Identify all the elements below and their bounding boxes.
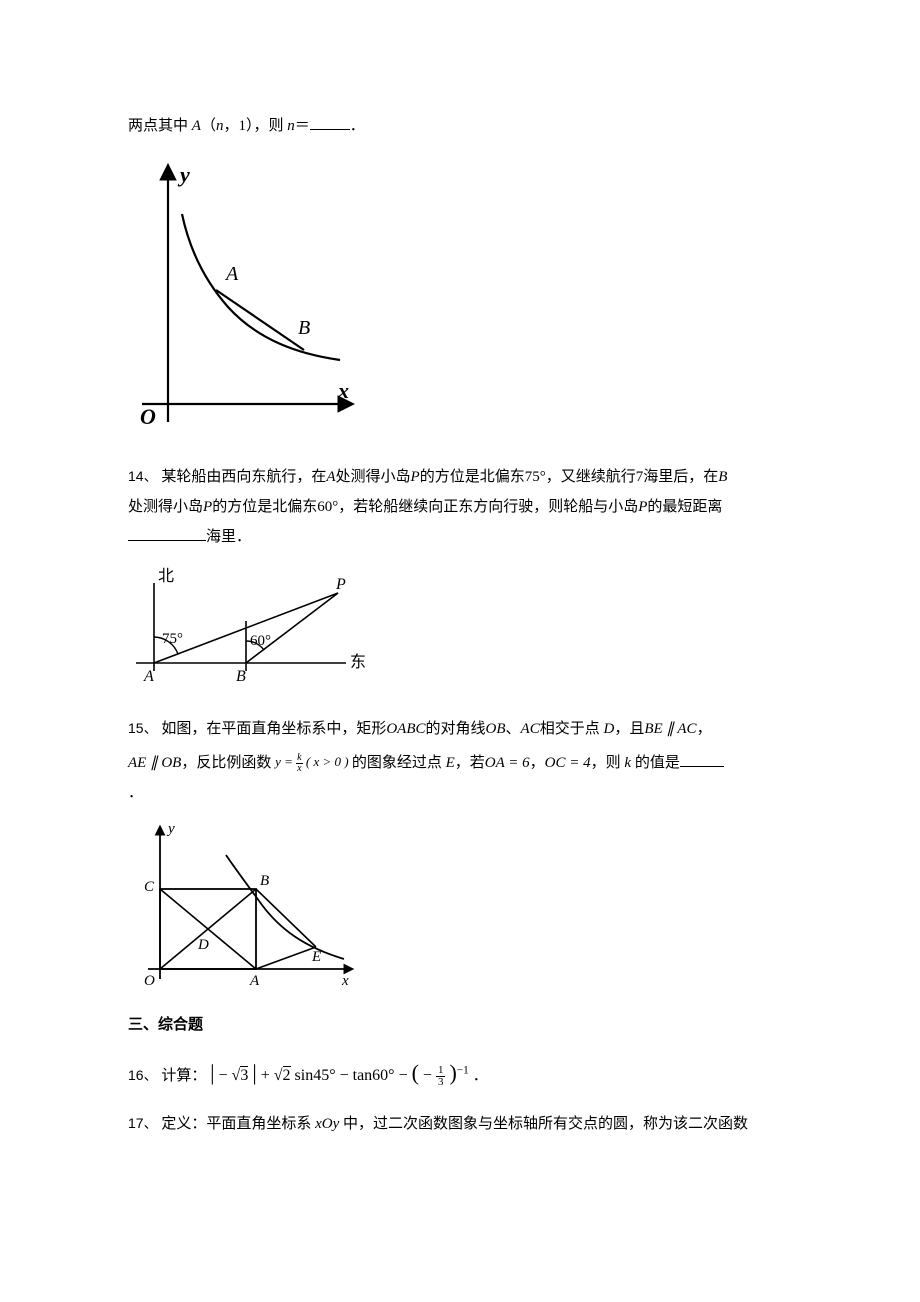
- svg-text:E: E: [311, 949, 321, 965]
- q14-l2a: 处测得小岛: [128, 499, 203, 515]
- q15-l1a: 如图，在平面直角坐标系中，矩形: [161, 721, 386, 737]
- q15-OABC: OABC: [386, 721, 425, 737]
- svg-text:A: A: [249, 973, 260, 989]
- q15-period: ．: [128, 785, 143, 801]
- q16-line: 16、 计算： | − √3 | + √2 sin45° − tan60° − …: [128, 1055, 792, 1090]
- q17-number: 17、: [128, 1115, 158, 1131]
- svg-text:x: x: [341, 973, 349, 989]
- svg-text:东: 东: [350, 653, 366, 671]
- svg-text:P: P: [335, 576, 346, 593]
- q15-blank: [680, 752, 724, 767]
- q14-l1b: 处测得小岛: [336, 469, 411, 485]
- svg-text:B: B: [260, 873, 269, 889]
- q14-l2c: ，若轮船继续向正东方向行驶，则轮船与小岛: [338, 499, 638, 515]
- q14-A: A: [326, 469, 335, 485]
- svg-text:北: 北: [158, 567, 174, 585]
- q13-figure: y x O A B: [128, 152, 792, 443]
- q15-l1f: ，: [697, 721, 712, 737]
- q15-number: 15、: [128, 720, 158, 736]
- q15-line1: 15、 如图，在平面直角坐标系中，矩形OABC的对角线OB、AC相交于点 D，且…: [128, 717, 792, 741]
- svg-text:D: D: [197, 937, 209, 953]
- q15-l1c: 、: [506, 721, 521, 737]
- q14-line1: 14、 某轮船由西向东航行，在A处测得小岛P的方位是北偏东75°，又继续航行7海…: [128, 465, 792, 489]
- svg-text:B: B: [298, 317, 310, 339]
- q14-l1e: 海里后，在: [643, 469, 718, 485]
- svg-text:75°: 75°: [162, 631, 183, 647]
- q13-tail: 两点其中 A（n，1），则 n＝ ．: [128, 114, 792, 138]
- svg-text:x: x: [337, 378, 349, 403]
- q15-func: y = k x ( x > 0 ): [275, 754, 352, 769]
- q14-line2: 处测得小岛P的方位是北偏东60°，若轮船继续向正东方向行驶，则轮船与小岛P的最短…: [128, 495, 792, 519]
- svg-text:A: A: [224, 263, 239, 285]
- q15-E: E: [446, 755, 455, 771]
- q14-figure: 北 东 A B P 75° 60°: [128, 563, 792, 697]
- q14-P2: P: [203, 499, 212, 515]
- svg-text:y: y: [177, 162, 190, 187]
- q15-OA6: OA = 6: [485, 755, 530, 771]
- svg-text:C: C: [144, 879, 155, 895]
- q15-AEOB: AE ∥ OB: [128, 755, 181, 771]
- q15-l1d: 相交于点: [540, 721, 604, 737]
- q14-l1c: 的方位是北偏东: [420, 469, 525, 485]
- q14-blank: [128, 526, 206, 541]
- q13-tail-text: 两点其中 A（n，1），则 n＝: [128, 118, 310, 134]
- section3-title: 三、综合题: [128, 1013, 792, 1037]
- q15-l2b: 的图象经过点: [352, 755, 446, 771]
- q15-OB: OB: [486, 721, 506, 737]
- q14-number: 14、: [128, 468, 158, 484]
- q14-line3: 海里．: [128, 525, 792, 549]
- q14-l2b: 的方位是北偏东: [212, 499, 317, 515]
- q15-l2a: ，反比例函数: [181, 755, 271, 771]
- q15-l1e: ，且: [614, 721, 644, 737]
- q15-l2c: ，若: [455, 755, 485, 771]
- q15-line3: ．: [128, 781, 792, 805]
- q17-line: 17、 定义：平面直角坐标系 xOy 中，过二次函数图象与坐标轴所有交点的圆，称…: [128, 1112, 792, 1136]
- q15-D: D: [603, 721, 614, 737]
- q15-figure: y x O A B C D E: [128, 819, 792, 1003]
- q13-period: ．: [350, 118, 365, 134]
- svg-text:B: B: [236, 668, 246, 685]
- q16-period: ．: [473, 1068, 488, 1084]
- q14-l1d: ，又继续航行: [546, 469, 636, 485]
- svg-text:y: y: [166, 821, 175, 837]
- q15-l2f: 的值是: [631, 755, 680, 771]
- q14-l1a: 某轮船由西向东航行，在: [161, 469, 326, 485]
- q14-P3: P: [638, 499, 647, 515]
- q14-ang1: 75°: [525, 469, 546, 485]
- q13-blank: [310, 115, 350, 130]
- q16-number: 16、: [128, 1067, 158, 1083]
- q15-l2e: ，则: [591, 755, 625, 771]
- q15-line2: AE ∥ OB，反比例函数 y = k x ( x > 0 ) 的图象经过点 E…: [128, 751, 792, 775]
- q14-l3: 海里．: [206, 529, 251, 545]
- q16-formula: | − √3 | + √2 sin45° − tan60° − ( − 1 3 …: [210, 1067, 473, 1084]
- q17-text: 定义：平面直角坐标系 xOy 中，过二次函数图象与坐标轴所有交点的圆，称为该二次…: [161, 1116, 748, 1132]
- q16-label: 计算：: [161, 1068, 206, 1084]
- q15-OC4: OC = 4: [545, 755, 591, 771]
- q15-l2d: ，: [530, 755, 545, 771]
- q14-l2d: 的最短距离: [647, 499, 722, 515]
- q15-BEAC: BE ∥ AC: [644, 721, 696, 737]
- q15-l1b: 的对角线: [426, 721, 486, 737]
- svg-text:O: O: [140, 404, 156, 429]
- svg-text:A: A: [143, 668, 154, 685]
- svg-text:60°: 60°: [250, 633, 271, 649]
- q14-ang2: 60°: [317, 499, 338, 515]
- svg-text:O: O: [144, 973, 155, 989]
- q14-P1: P: [411, 469, 420, 485]
- q14-B: B: [718, 469, 727, 485]
- q15-AC: AC: [521, 721, 540, 737]
